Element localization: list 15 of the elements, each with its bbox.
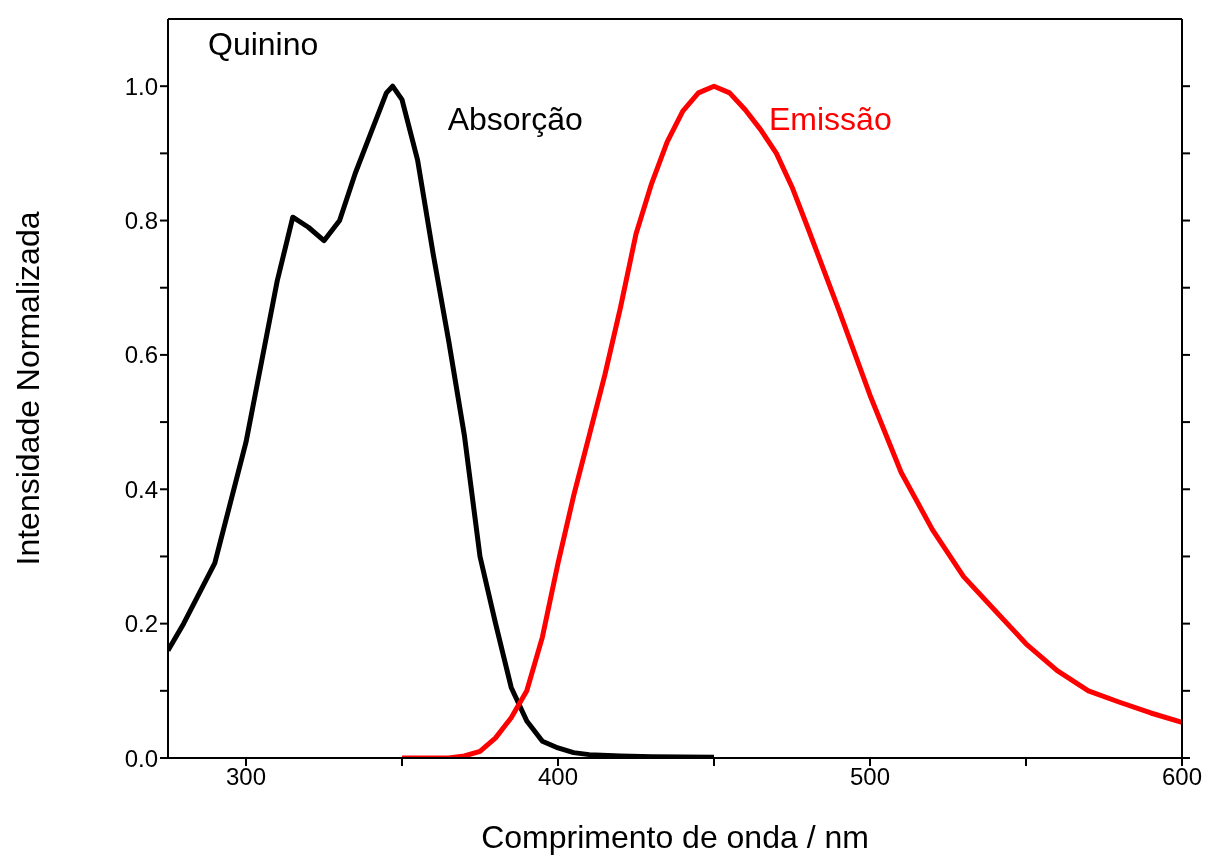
series-label: Absorção <box>447 101 583 138</box>
y-tick-label: 0.8 <box>124 207 158 235</box>
x-tick-label: 400 <box>537 763 579 791</box>
y-tick-label: 0.0 <box>124 744 158 772</box>
y-axis-title: Intensidade Normalizada <box>10 211 47 566</box>
series-label: Emissão <box>769 101 892 138</box>
x-tick-label: 600 <box>1161 763 1203 791</box>
chart-title: Quinino <box>208 26 319 63</box>
y-tick-label: 0.4 <box>124 475 158 503</box>
y-tick-label: 0.2 <box>124 610 158 638</box>
x-tick-label: 300 <box>225 763 267 791</box>
x-axis-title: Comprimento de onda / nm <box>481 819 869 855</box>
x-tick-label: 500 <box>849 763 891 791</box>
y-tick-label: 1.0 <box>124 72 158 100</box>
y-tick-label: 0.6 <box>124 341 158 369</box>
